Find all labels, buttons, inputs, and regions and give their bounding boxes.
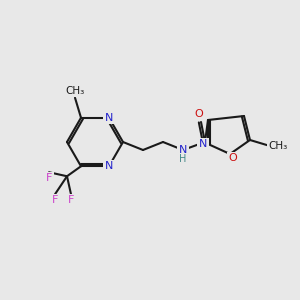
Text: F: F	[46, 173, 52, 183]
Text: F: F	[68, 195, 74, 205]
Text: H: H	[179, 154, 187, 164]
Text: N: N	[199, 139, 207, 149]
Text: N: N	[179, 145, 187, 155]
Text: CH₃: CH₃	[65, 86, 85, 96]
Text: N: N	[105, 113, 113, 123]
Text: N: N	[105, 161, 113, 171]
Text: O: O	[229, 153, 237, 163]
Text: O: O	[195, 109, 203, 119]
Text: CH₃: CH₃	[268, 141, 288, 151]
Text: F: F	[52, 195, 58, 205]
